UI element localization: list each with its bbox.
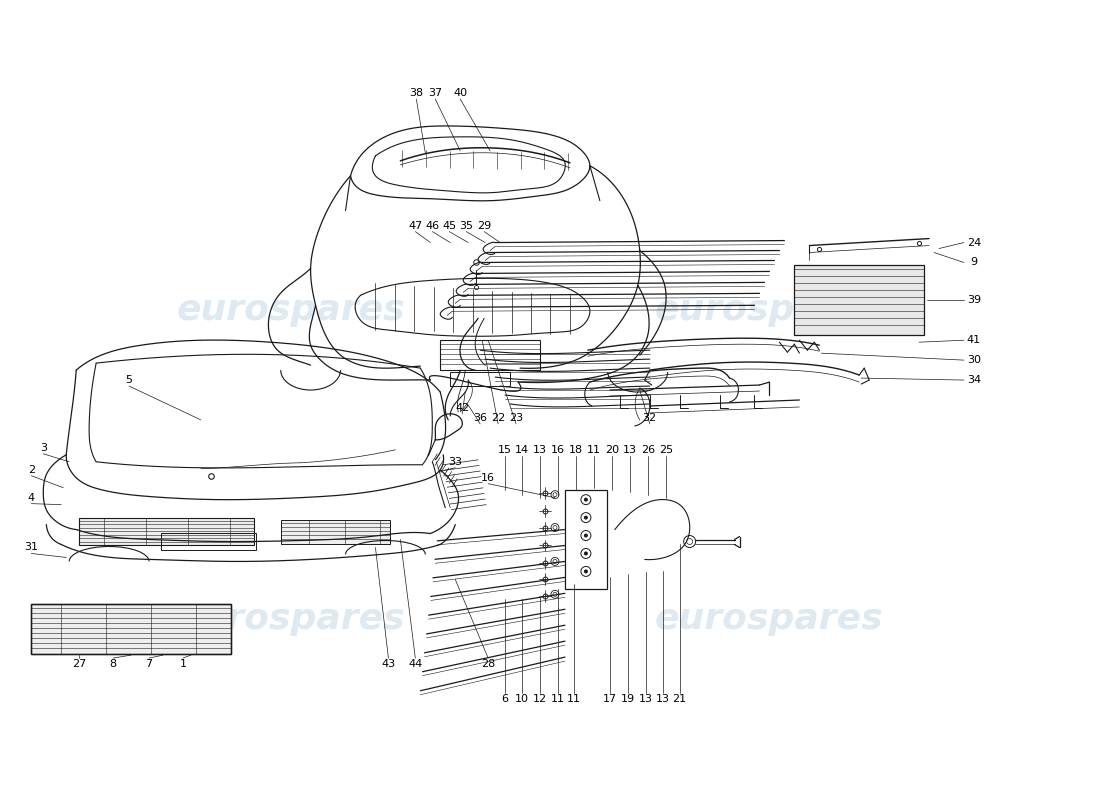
- Circle shape: [584, 534, 587, 538]
- Text: 41: 41: [967, 335, 981, 346]
- Text: 20: 20: [605, 445, 619, 455]
- Text: 40: 40: [453, 88, 468, 98]
- Text: 1: 1: [179, 659, 186, 669]
- Bar: [794, 266, 924, 335]
- Text: 30: 30: [967, 355, 981, 365]
- Text: 42: 42: [455, 403, 470, 413]
- Text: 21: 21: [672, 694, 686, 704]
- Circle shape: [584, 551, 587, 555]
- Text: 11: 11: [551, 694, 565, 704]
- Text: 18: 18: [569, 445, 583, 455]
- Text: eurospares: eurospares: [176, 602, 405, 636]
- Text: 35: 35: [459, 221, 473, 230]
- Text: 13: 13: [656, 694, 670, 704]
- Text: 13: 13: [639, 694, 652, 704]
- Bar: [440, 340, 540, 370]
- Text: 14: 14: [515, 445, 529, 455]
- Circle shape: [584, 498, 587, 502]
- Bar: [79, 518, 254, 546]
- Text: eurospares: eurospares: [656, 294, 883, 327]
- Text: 36: 36: [473, 413, 487, 423]
- Text: 28: 28: [481, 659, 495, 669]
- Text: 17: 17: [603, 694, 617, 704]
- Bar: [31, 604, 231, 654]
- Text: 16: 16: [481, 473, 495, 482]
- Text: 38: 38: [409, 88, 424, 98]
- Text: 3: 3: [40, 443, 47, 453]
- Text: 10: 10: [515, 694, 529, 704]
- Text: 7: 7: [145, 659, 153, 669]
- Text: 27: 27: [73, 659, 86, 669]
- Text: 23: 23: [509, 413, 524, 423]
- Text: 8: 8: [110, 659, 117, 669]
- Bar: [161, 533, 255, 550]
- Text: 2: 2: [28, 465, 35, 474]
- Text: 31: 31: [24, 542, 38, 553]
- Text: eurospares: eurospares: [656, 602, 883, 636]
- Text: 37: 37: [428, 88, 442, 98]
- Text: 33: 33: [448, 457, 462, 466]
- Text: 15: 15: [498, 445, 513, 455]
- Text: 39: 39: [967, 295, 981, 306]
- Text: 9: 9: [970, 258, 978, 267]
- Text: 43: 43: [382, 659, 396, 669]
- Bar: [565, 490, 607, 590]
- Text: eurospares: eurospares: [176, 294, 405, 327]
- Text: 45: 45: [442, 221, 456, 230]
- Text: 6: 6: [502, 694, 508, 704]
- Text: 12: 12: [534, 694, 547, 704]
- Text: 11: 11: [587, 445, 601, 455]
- Text: 5: 5: [125, 375, 133, 385]
- Text: 11: 11: [566, 694, 581, 704]
- Text: 29: 29: [477, 221, 492, 230]
- Bar: [280, 519, 390, 543]
- Text: 46: 46: [426, 221, 439, 230]
- Text: 47: 47: [408, 221, 422, 230]
- Bar: [450, 372, 510, 386]
- Circle shape: [584, 570, 587, 574]
- Bar: [31, 604, 231, 654]
- Text: 32: 32: [642, 413, 657, 423]
- Text: 34: 34: [967, 375, 981, 385]
- Text: 4: 4: [28, 493, 35, 502]
- Text: 25: 25: [659, 445, 673, 455]
- Text: 19: 19: [620, 694, 635, 704]
- Text: 13: 13: [534, 445, 547, 455]
- Text: 16: 16: [551, 445, 565, 455]
- Text: 22: 22: [491, 413, 505, 423]
- Circle shape: [584, 515, 587, 519]
- Text: 44: 44: [408, 659, 422, 669]
- Text: 13: 13: [623, 445, 637, 455]
- Text: 24: 24: [967, 238, 981, 247]
- Text: 26: 26: [640, 445, 654, 455]
